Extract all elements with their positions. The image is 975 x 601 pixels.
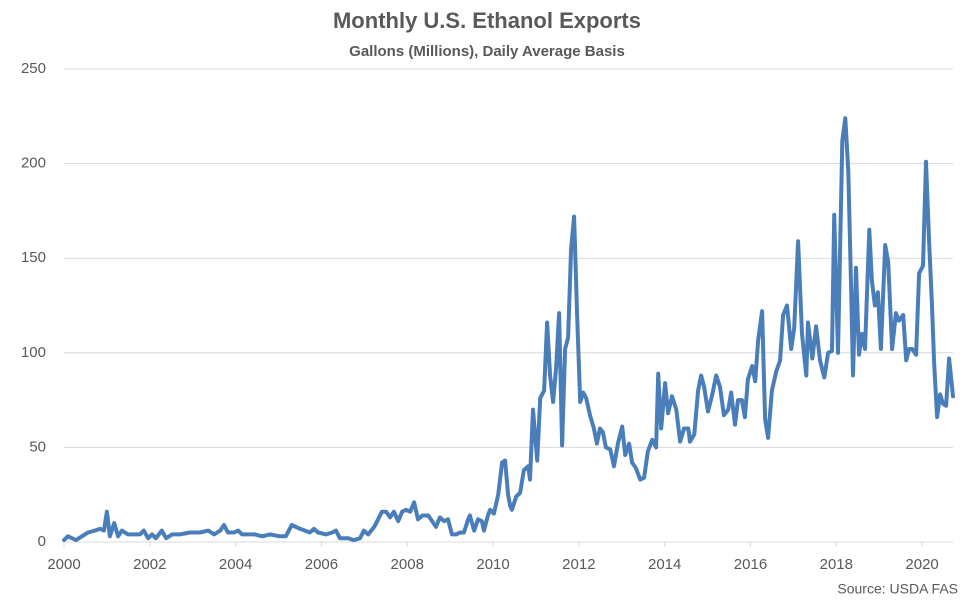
x-tick-label: 2008 [391, 556, 424, 573]
data-line [62, 116, 955, 543]
x-tick-label: 2002 [133, 556, 166, 573]
x-tick-label: 2020 [905, 556, 938, 573]
y-tick-label: 150 [21, 249, 46, 266]
chart-subtitle: Gallons (Millions), Daily Average Basis [349, 43, 625, 60]
x-tick-label: 2016 [734, 556, 767, 573]
x-tick-label: 2018 [820, 556, 853, 573]
y-tick-label: 0 [38, 533, 46, 550]
chart-title: Monthly U.S. Ethanol Exports [333, 8, 641, 33]
y-tick-label: 100 [21, 344, 46, 361]
x-tick-label: 2000 [47, 556, 80, 573]
y-tick-label: 50 [29, 438, 46, 455]
x-tick-label: 2014 [648, 556, 681, 573]
x-tick-label: 2010 [476, 556, 509, 573]
x-tick-label: 2004 [219, 556, 252, 573]
source-note: Source: USDA FAS [837, 581, 958, 597]
x-tick-label: 2012 [562, 556, 595, 573]
x-tick-label: 2006 [305, 556, 338, 573]
y-tick-label: 200 [21, 155, 46, 172]
y-tick-label: 250 [21, 60, 46, 77]
